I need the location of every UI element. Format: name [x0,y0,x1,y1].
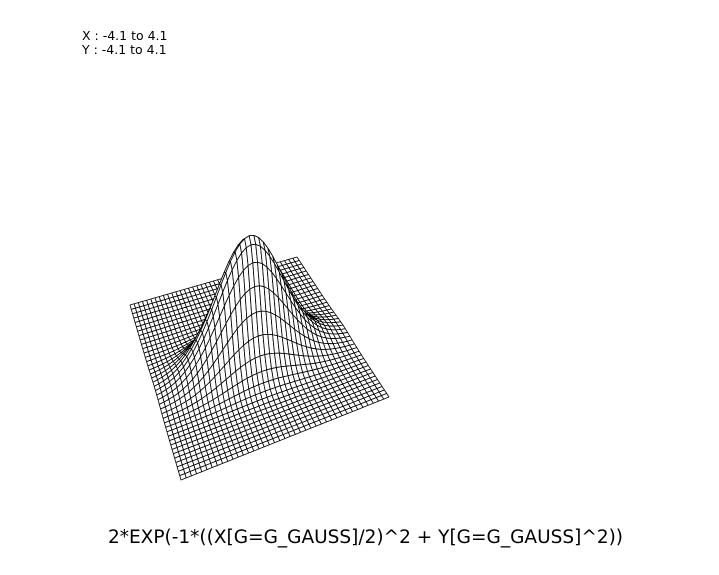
y-range-label: Y : -4.1 to 4.1 [82,42,167,57]
surface-cell [381,393,390,400]
formula-caption: 2*EXP(-1*((X[G=G_GAUSS]/2)^2 + Y[G=G_GAU… [107,527,624,548]
x-range-label: X : -4.1 to 4.1 [82,28,168,43]
